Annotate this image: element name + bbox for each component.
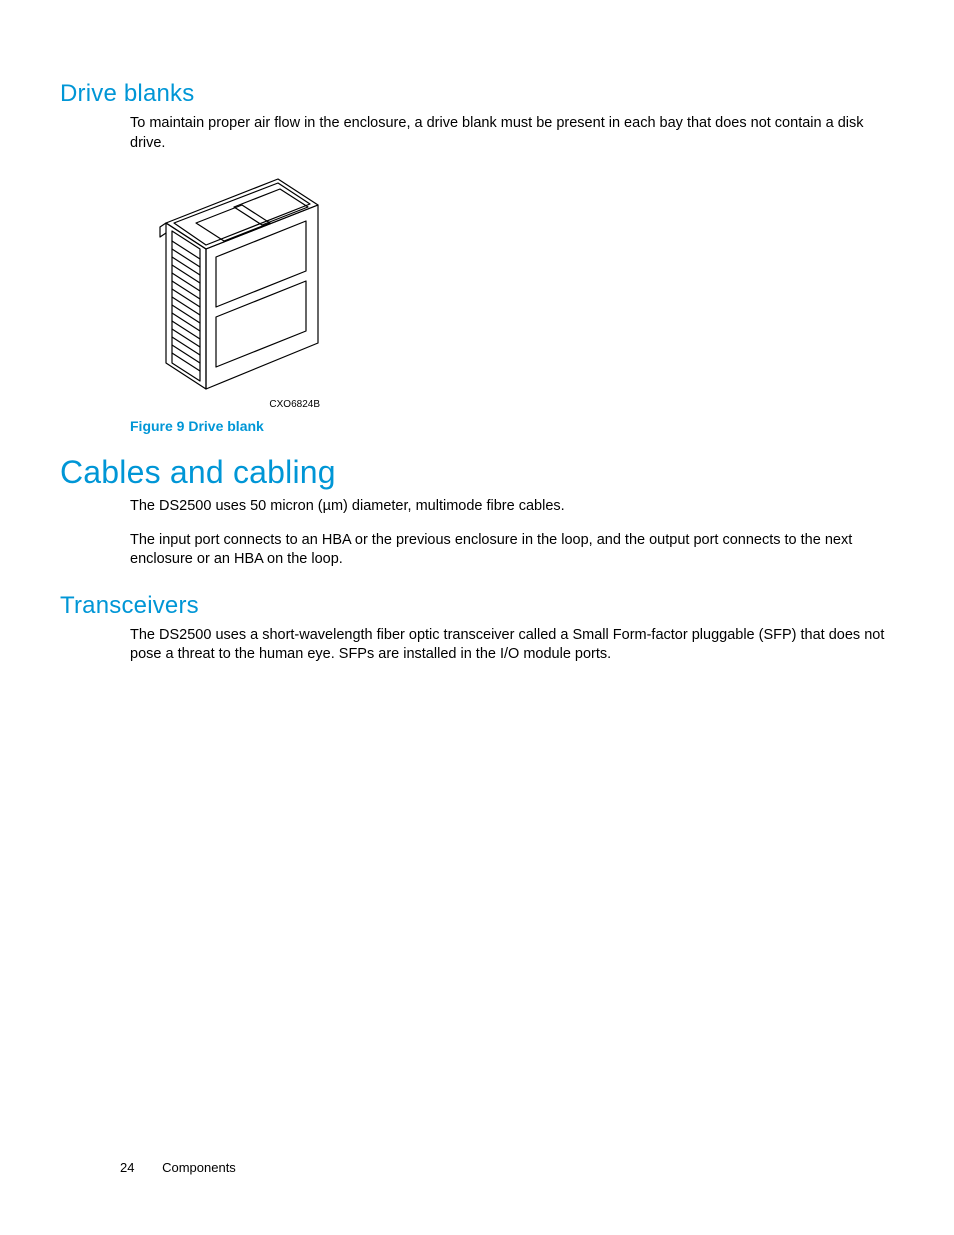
figure-drive-blank bbox=[130, 167, 894, 397]
document-page: Drive blanks To maintain proper air flow… bbox=[0, 0, 954, 1235]
drive-blank-diagram bbox=[130, 167, 330, 397]
figure-caption: Figure 9 Drive blank bbox=[130, 418, 894, 434]
page-footer: 24 Components bbox=[120, 1160, 236, 1175]
heading-transceivers: Transceivers bbox=[60, 592, 894, 620]
heading-drive-blanks: Drive blanks bbox=[60, 80, 894, 108]
paragraph-cables-2: The input port connects to an HBA or the… bbox=[130, 531, 894, 570]
page-number: 24 bbox=[120, 1160, 134, 1175]
paragraph-drive-blanks-1: To maintain proper air flow in the enclo… bbox=[130, 114, 894, 153]
figure-code: CXO6824B bbox=[130, 399, 326, 410]
paragraph-cables-1: The DS2500 uses 50 micron (µm) diameter,… bbox=[130, 497, 894, 517]
paragraph-transceivers-1: The DS2500 uses a short-wavelength fiber… bbox=[130, 626, 894, 665]
footer-section: Components bbox=[162, 1160, 236, 1175]
heading-cables-and-cabling: Cables and cabling bbox=[60, 454, 894, 491]
